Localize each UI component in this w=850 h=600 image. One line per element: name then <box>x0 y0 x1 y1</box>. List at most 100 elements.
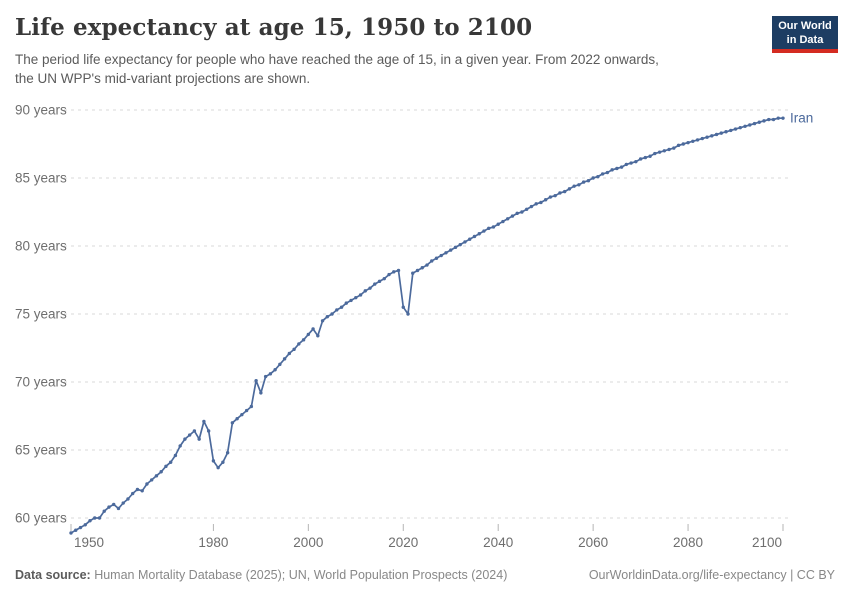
data-point-marker <box>743 124 747 129</box>
data-point-marker <box>339 305 344 309</box>
data-point-marker <box>306 332 311 337</box>
data-point-marker <box>577 183 581 187</box>
credit-link[interactable]: OurWorldinData.org/life-expectancy | CC … <box>588 568 835 582</box>
data-point-marker <box>505 217 510 221</box>
entity-label-iran[interactable]: Iran <box>790 111 813 126</box>
data-point-marker <box>121 501 125 505</box>
data-point-marker <box>244 408 249 413</box>
data-point-marker <box>259 391 263 395</box>
data-point-marker <box>629 161 633 165</box>
data-point-marker <box>368 286 372 290</box>
data-point-marker <box>567 187 572 191</box>
data-point-marker <box>624 162 629 167</box>
data-point-marker <box>192 429 197 433</box>
data-point-marker <box>453 245 458 250</box>
data-point-marker <box>686 140 690 145</box>
data-point-marker <box>387 272 391 277</box>
data-point-marker <box>444 251 448 255</box>
data-point-marker <box>78 525 83 530</box>
data-source-text: Human Mortality Database (2025); UN, Wor… <box>90 568 508 582</box>
data-point-marker <box>710 134 714 138</box>
data-point-marker <box>524 207 529 211</box>
data-point-marker <box>287 351 292 356</box>
data-point-marker <box>149 478 154 482</box>
data-point-marker <box>463 240 467 244</box>
data-point-marker <box>762 119 766 123</box>
data-point-marker <box>700 136 705 141</box>
data-point-marker <box>97 516 102 520</box>
data-point-marker <box>107 505 111 509</box>
data-point-marker <box>724 130 728 134</box>
data-point-marker <box>240 412 244 417</box>
data-point-marker <box>776 116 780 120</box>
data-point-marker <box>69 531 73 535</box>
data-point-marker <box>330 312 334 316</box>
data-point-marker <box>392 270 396 274</box>
data-point-marker <box>325 315 330 319</box>
data-point-marker <box>548 195 553 199</box>
data-point-marker <box>539 200 543 205</box>
data-point-marker <box>543 198 548 202</box>
data-point-marker <box>425 263 429 267</box>
data-point-marker <box>472 234 477 239</box>
subtitle-line-2: the UN WPP's mid-variant projections are… <box>15 71 311 86</box>
data-point-marker <box>705 135 709 139</box>
data-point-marker <box>562 189 567 194</box>
data-point-marker <box>202 419 206 424</box>
data-point-marker <box>93 516 97 520</box>
data-point-marker <box>449 248 453 252</box>
data-point-marker <box>230 421 235 425</box>
data-point-marker <box>752 121 757 126</box>
owid-logo-line2: in Data <box>786 34 824 46</box>
data-point-marker <box>586 179 591 183</box>
data-point-marker <box>653 151 657 156</box>
data-point-marker <box>221 460 225 464</box>
x-axis-tick-label: 2020 <box>388 535 418 550</box>
chart-subtitle: The period life expectancy for people wh… <box>15 50 735 88</box>
data-point-marker <box>363 289 367 293</box>
x-axis-tick-label: 1950 <box>74 535 104 550</box>
data-point-marker <box>558 191 562 195</box>
data-point-marker <box>311 327 315 331</box>
data-point-marker <box>619 165 624 169</box>
data-point-marker <box>406 312 410 316</box>
data-point-marker <box>411 271 415 275</box>
data-point-marker <box>187 433 192 437</box>
data-point-marker <box>116 506 121 511</box>
data-point-marker <box>263 374 268 379</box>
data-point-marker <box>681 142 686 146</box>
data-point-marker <box>600 172 605 176</box>
data-point-marker <box>320 319 325 323</box>
x-axis-tick-label: 2080 <box>673 535 703 550</box>
data-point-marker <box>487 226 491 231</box>
data-point-marker <box>496 222 500 226</box>
data-point-marker <box>282 357 287 361</box>
x-axis-tick-label: 2060 <box>578 535 608 550</box>
data-point-marker <box>434 256 439 260</box>
data-point-marker <box>510 214 515 218</box>
data-point-marker <box>581 180 586 184</box>
data-point-marker <box>501 219 505 224</box>
data-point-marker <box>439 253 443 258</box>
data-point-marker <box>254 378 258 383</box>
data-point-marker <box>529 204 534 209</box>
data-point-marker <box>164 464 168 469</box>
data-point-marker <box>605 170 610 175</box>
data-point-marker <box>292 347 296 352</box>
data-point-marker <box>301 338 306 342</box>
data-point-marker <box>553 193 557 198</box>
data-point-marker <box>638 157 643 161</box>
y-axis-tick-label: 65 years <box>15 443 67 458</box>
data-point-marker <box>396 268 401 273</box>
data-point-marker <box>596 174 600 179</box>
series-line-iran <box>70 117 783 534</box>
owid-logo[interactable]: Our World in Data <box>772 16 838 53</box>
data-point-marker <box>781 116 785 120</box>
data-point-marker <box>183 437 187 441</box>
data-point-marker <box>140 489 144 493</box>
data-point-marker <box>572 184 576 188</box>
data-point-marker <box>691 139 695 143</box>
data-point-marker <box>491 225 496 229</box>
data-point-marker <box>211 459 216 463</box>
